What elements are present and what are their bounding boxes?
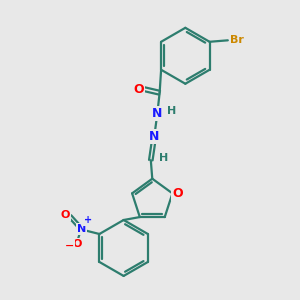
- Text: O: O: [172, 187, 183, 200]
- Text: O: O: [61, 210, 70, 220]
- Text: H: H: [167, 106, 176, 116]
- Text: N: N: [152, 107, 163, 120]
- Text: N: N: [76, 224, 86, 234]
- Text: O: O: [73, 239, 82, 249]
- Text: +: +: [84, 215, 92, 225]
- Text: Br: Br: [230, 35, 244, 45]
- Text: −: −: [65, 241, 74, 250]
- Text: N: N: [149, 130, 160, 142]
- Text: H: H: [159, 153, 169, 163]
- Text: O: O: [134, 83, 144, 96]
